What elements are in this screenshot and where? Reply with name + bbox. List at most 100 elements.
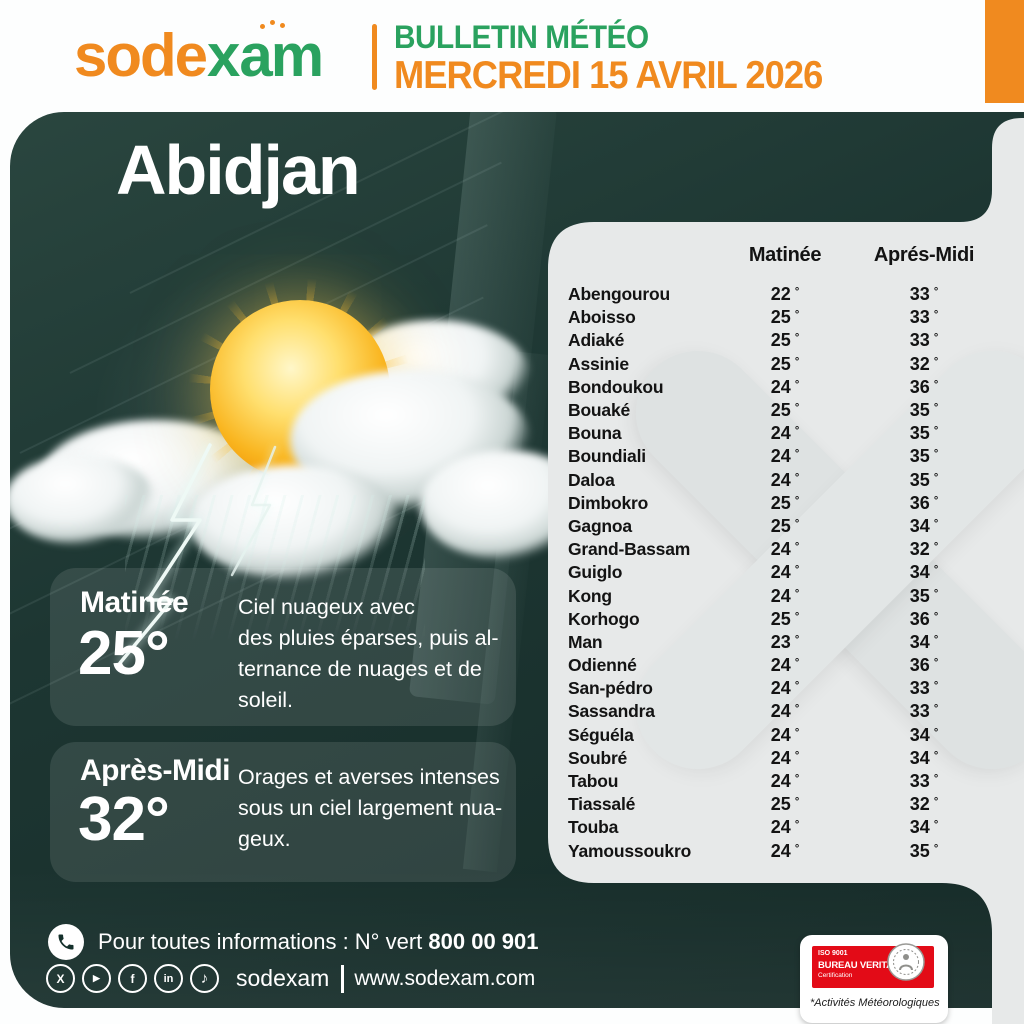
morning-temp: 25 ° <box>770 353 800 374</box>
sodexam-logo: sodexam <box>74 18 324 94</box>
degree-symbol: ° <box>794 332 800 345</box>
bulletin-title: BULLETIN MÉTÉO <box>394 19 649 55</box>
linkedin-icon[interactable]: in <box>154 964 183 993</box>
degree-symbol: ° <box>933 657 939 670</box>
degree-symbol: ° <box>794 425 800 438</box>
degree-symbol: ° <box>933 819 939 832</box>
afternoon-temp: 35 ° <box>909 423 939 444</box>
city-name: Touba <box>568 817 619 838</box>
x-watermark <box>635 350 1024 770</box>
morning-temp: 25 ° <box>770 794 800 815</box>
afternoon-temp: 36 ° <box>909 608 939 629</box>
afternoon-temp: 36 ° <box>909 655 939 676</box>
logo-dots-decoration <box>260 24 265 29</box>
morning-temp: 24 ° <box>770 771 800 792</box>
city-name: Tiassalé <box>568 794 636 815</box>
degree-symbol: ° <box>794 309 800 322</box>
x-icon[interactable]: X <box>46 964 75 993</box>
phone-info-row: Pour toutes informations : N° vert 800 0… <box>48 924 539 960</box>
degree-symbol: ° <box>794 680 800 693</box>
morning-temp: 25 ° <box>770 307 800 328</box>
morning-temp: 24 ° <box>770 562 800 583</box>
degree-symbol: ° <box>794 355 800 368</box>
degree-symbol: ° <box>933 773 939 786</box>
city-name: Soubré <box>568 747 628 768</box>
facebook-icon[interactable]: f <box>118 964 147 993</box>
table-row: Aboisso 25 ° 33 ° <box>548 306 1024 329</box>
morning-temp: 24 ° <box>770 446 800 467</box>
weather-illustration <box>10 250 590 670</box>
afternoon-temp: 32 ° <box>909 353 939 374</box>
city-name: Boundiali <box>568 446 646 467</box>
degree-symbol: ° <box>794 402 800 415</box>
table-row: Boundiali 24 ° 35 ° <box>548 445 1024 468</box>
city-name: Bouaké <box>568 400 631 421</box>
certification-card: ISO 9001 BUREAU VERITAS Certification *A… <box>800 935 948 1023</box>
city-name: Guiglo <box>568 562 623 583</box>
website-url[interactable]: www.sodexam.com <box>354 966 536 990</box>
afternoon-temp: 34 ° <box>909 817 939 838</box>
header-divider <box>372 24 377 90</box>
table-row: Tiassalé 25 ° 32 ° <box>548 793 1024 816</box>
morning-temp: 23 ° <box>770 631 800 652</box>
afternoon-temp: 32 ° <box>909 539 939 560</box>
city-name: Adiaké <box>568 330 625 351</box>
degree-symbol: ° <box>933 749 939 762</box>
morning-temp: 24 ° <box>770 678 800 699</box>
afternoon-temp: 36 ° <box>909 492 939 513</box>
degree-symbol: ° <box>933 425 939 438</box>
degree-symbol: ° <box>933 633 939 646</box>
table-row: Adiaké 25 ° 33 ° <box>548 329 1024 352</box>
afternoon-temp: 35 ° <box>909 840 939 861</box>
phone-icon <box>48 924 84 960</box>
afternoon-temp: 34 ° <box>909 631 939 652</box>
table-row: Gagnoa 25 ° 34 ° <box>548 515 1024 538</box>
morning-forecast-card: Matinée 25° Ciel nuageux avec des pluies… <box>50 568 516 726</box>
afternoon-temp: 36 ° <box>909 376 939 397</box>
bulletin-date: MERCREDI 15 AVRIL 2026 <box>394 54 823 97</box>
morning-temp: 24 ° <box>770 376 800 397</box>
degree-symbol: ° <box>933 494 939 507</box>
iso-label: ISO 9001 <box>818 950 848 957</box>
table-row: Bouna 24 ° 35 ° <box>548 422 1024 445</box>
afternoon-temp: 32 ° <box>909 794 939 815</box>
city-name: Daloa <box>568 469 615 490</box>
youtube-icon[interactable]: ▶ <box>82 964 111 993</box>
table-row: Daloa 24 ° 35 ° <box>548 469 1024 492</box>
degree-symbol: ° <box>933 541 939 554</box>
degree-symbol: ° <box>794 842 800 855</box>
table-row: Kong 24 ° 35 ° <box>548 584 1024 607</box>
brand-divider <box>341 964 345 993</box>
degree-symbol: ° <box>933 448 939 461</box>
degree-symbol: ° <box>933 286 939 299</box>
table-row: Touba 24 ° 34 ° <box>548 816 1024 839</box>
morning-temp: 24 ° <box>770 840 800 861</box>
cloud-icon <box>190 465 400 580</box>
city-name: Séguéla <box>568 724 634 745</box>
city-name: Bouna <box>568 423 622 444</box>
degree-symbol: ° <box>794 657 800 670</box>
certification-note: *Activités Météorologiques <box>810 997 940 1009</box>
morning-temp: 25 ° <box>770 608 800 629</box>
forecast-description: Ciel nuageux avec des pluies éparses, pu… <box>238 595 499 712</box>
bureau-veritas-seal-icon <box>887 943 925 981</box>
city-name: Kong <box>568 585 612 606</box>
afternoon-temp: 33 ° <box>909 678 939 699</box>
table-row: Man 23 ° 34 ° <box>548 631 1024 654</box>
phone-number[interactable]: 800 00 901 <box>428 929 539 954</box>
table-row: Guiglo 24 ° 34 ° <box>548 561 1024 584</box>
morning-temperature: 25° <box>78 619 170 688</box>
city-name: Gagnoa <box>568 515 632 536</box>
degree-symbol: ° <box>933 610 939 623</box>
degree-symbol: ° <box>933 309 939 322</box>
logo-text-sode: sode <box>74 22 208 89</box>
phone-info-prefix: Pour toutes informations : N° vert <box>98 929 429 954</box>
tiktok-icon[interactable]: ♪ <box>190 964 219 993</box>
morning-temp: 25 ° <box>770 515 800 536</box>
table-row: Abengourou 22 ° 33 ° <box>548 283 1024 306</box>
morning-temp: 25 ° <box>770 492 800 513</box>
degree-symbol: ° <box>794 726 800 739</box>
afternoon-temperature: 32° <box>78 785 170 854</box>
degree-symbol: ° <box>933 355 939 368</box>
